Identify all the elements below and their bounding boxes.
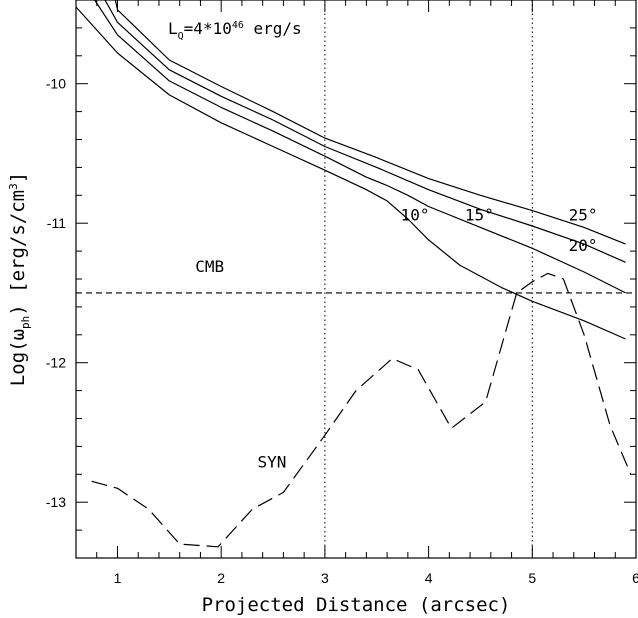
series-line-syn: [91, 272, 632, 548]
luminosity-label: LQ=4*1046 erg/s: [168, 19, 302, 42]
region-label-cmb: CMB: [195, 257, 224, 276]
y-tick-label: -13: [46, 494, 66, 510]
curve-label: 10°: [401, 205, 430, 224]
x-tick-label: 6: [632, 570, 638, 586]
x-axis-label: Projected Distance (arcsec): [202, 594, 511, 616]
x-tick-label: 3: [321, 570, 329, 586]
x-tick-label: 4: [425, 570, 433, 586]
series-line-15: [94, 0, 626, 294]
y-tick-label: -12: [46, 355, 66, 371]
axis-ticks: [76, 0, 637, 559]
annotation-labels: 10° 15° 25° 20° CMB SYN: [195, 205, 597, 471]
vertical-reference-lines: [324, 0, 533, 558]
y-tick-label: -10: [46, 76, 66, 92]
series-line-10: [75, 6, 626, 340]
curve-label: 15°: [465, 205, 494, 224]
series-line-20: [104, 0, 626, 263]
y-axis-label: Log(ωph) [erg/s/cm3]: [7, 172, 32, 386]
curve-label: 20°: [569, 236, 598, 255]
x-tick-label: 5: [528, 570, 536, 586]
region-label-syn: SYN: [257, 452, 286, 471]
plot-frame: [75, 0, 637, 559]
series-line-25: [114, 0, 626, 245]
curve-label: 25°: [569, 205, 598, 224]
x-tick-label: 1: [114, 570, 122, 586]
series-group: [75, 0, 632, 548]
x-tick-label: 2: [217, 570, 225, 586]
x-tick-labels: 1 2 3 4 5 6: [114, 570, 638, 586]
y-tick-labels: -10 -11 -12 -13: [46, 76, 66, 511]
y-tick-label: -11: [47, 215, 66, 231]
